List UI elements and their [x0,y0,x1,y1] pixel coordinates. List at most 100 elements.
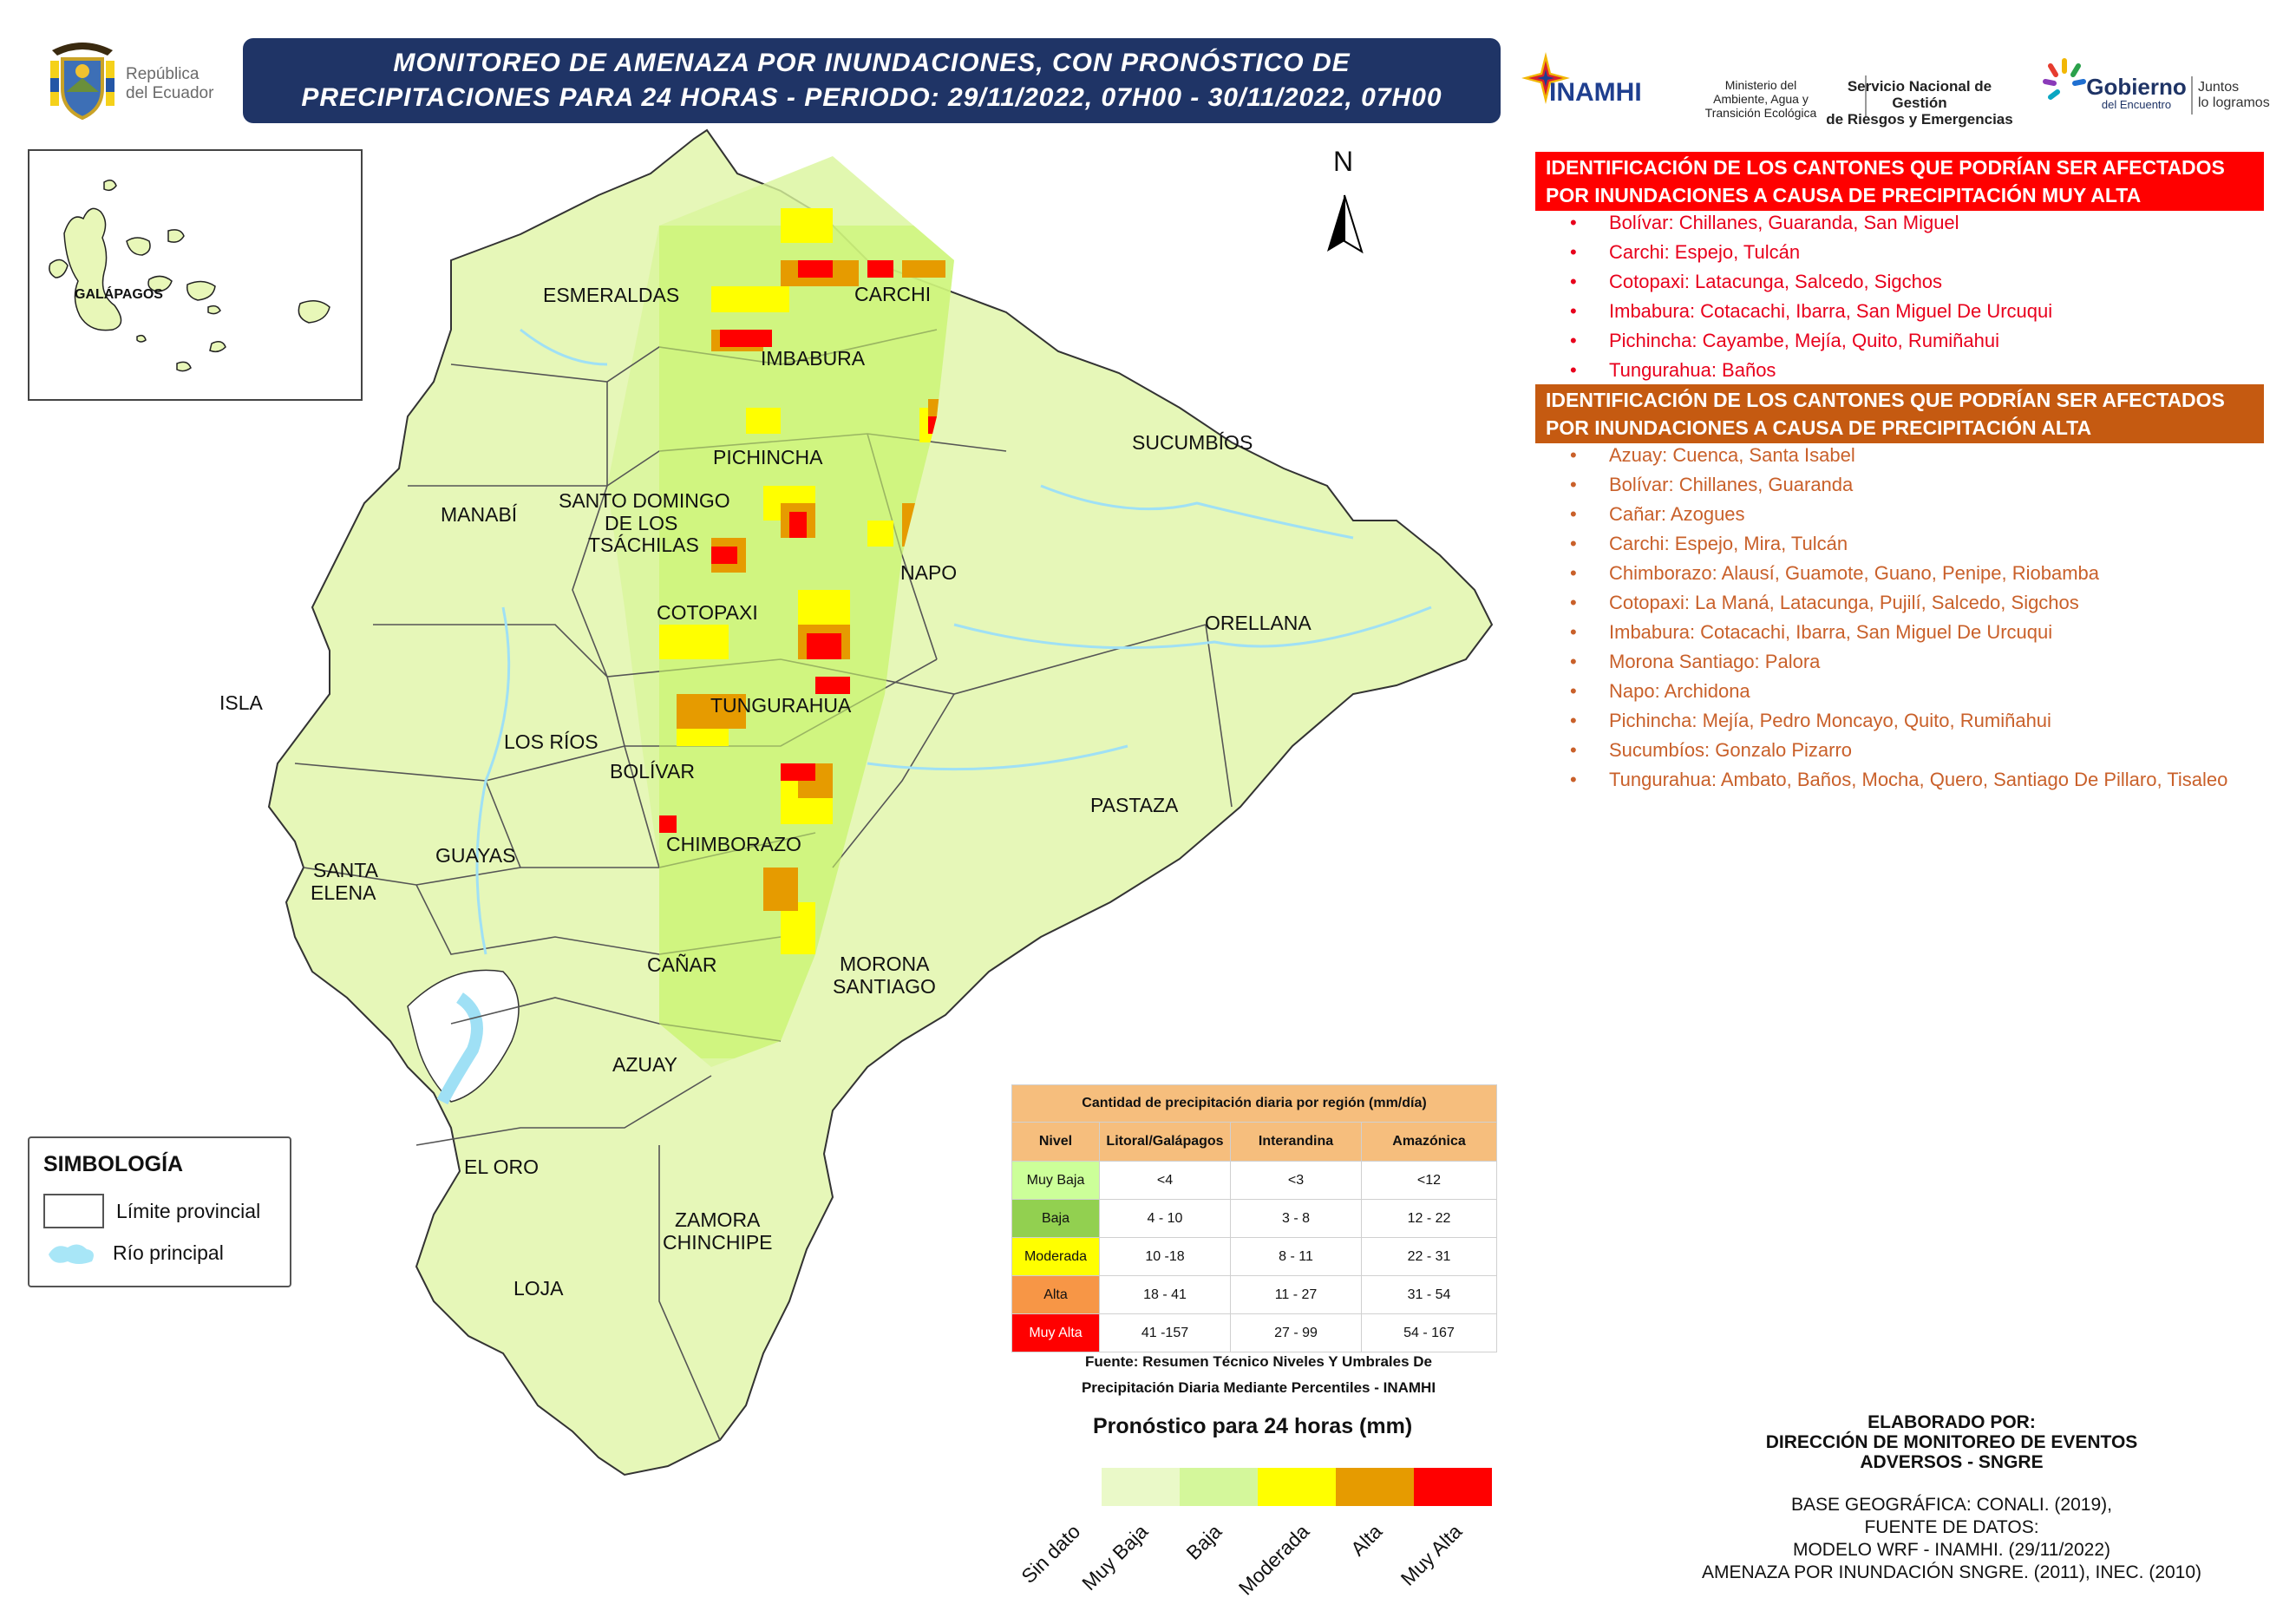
list-item: Pichincha: Cayambe, Mejía, Quito, Rumiña… [1561,326,2052,356]
list-item: Cotopaxi: Latacunga, Salcedo, Sigchos [1561,267,2052,297]
river-label: Río principal [113,1241,224,1264]
north-label: N [1333,146,1354,177]
boundary-label: Límite provincial [116,1199,261,1222]
table-row: Muy Baja <4 <3 <12 [1011,1161,1497,1200]
label-loja: LOJA [513,1277,564,1300]
col-header-interandina: Interandina [1230,1122,1362,1162]
table-cell: 3 - 8 [1230,1199,1362,1238]
legend-main-river: Río principal [43,1237,224,1268]
forecast-legend-title: Pronóstico para 24 horas (mm) [1093,1414,1413,1438]
table-cell: 8 - 11 [1230,1237,1362,1276]
table-row: Alta 18 - 41 11 - 27 31 - 54 [1011,1275,1497,1314]
republica-label: República del Ecuador [126,65,213,103]
juntos-logo: Juntos lo logramos [2198,80,2270,111]
river-swatch-icon [49,1244,94,1264]
list-item: Sucumbíos: Gonzalo Pizarro [1561,736,2227,765]
table-cell: 22 - 31 [1361,1237,1497,1276]
muy-alta-list: Bolívar: Chillanes, Guaranda, San Miguel… [1561,208,2052,385]
label-santo-domingo: SANTO DOMINGO [559,489,730,512]
label-canar: CAÑAR [647,953,717,976]
coat-of-arms-icon [50,43,114,121]
symbology-title: SIMBOLOGÍA [43,1152,184,1176]
ministerio-logo: Ministerio del Ambiente, Agua y Transici… [1674,78,1848,120]
level-cell: Muy Alta [1011,1313,1100,1352]
label-chimborazo: CHIMBORAZO [666,833,801,855]
label-tsachilas: TSÁCHILAS [588,534,699,556]
label-santiago: SANTIAGO [833,975,936,998]
elaborado-line1: ELABORADO POR: [1868,1412,2036,1432]
list-item: Pichincha: Mejía, Pedro Moncayo, Quito, … [1561,706,2227,736]
swatch-muy-alta [1414,1468,1492,1506]
list-item: Imbabura: Cotacachi, Ibarra, San Miguel … [1561,618,2227,647]
ecuador-landmass [267,128,1494,1477]
galapagos-inset: GALÁPAGOS [28,149,363,401]
swatch-alta [1336,1468,1414,1506]
legend-provincial-limit: Límite provincial [43,1194,260,1228]
republica-line1: República [126,65,200,83]
col-header-amazonica: Amazónica [1361,1122,1497,1162]
source-line2: Precipitación Diaria Mediante Percentile… [1081,1379,1436,1396]
list-item: Bolívar: Chillanes, Guaranda, San Miguel [1561,208,2052,238]
list-item: Cotopaxi: La Maná, Latacunga, Pujilí, Sa… [1561,588,2227,618]
label-carchi: CARCHI [854,283,932,305]
title-line1: MONITOREO DE AMENAZA POR INUNDACIONES, C… [393,49,1351,77]
list-item: Tungurahua: Baños [1561,356,2052,385]
table-cell: 41 -157 [1099,1313,1231,1352]
elaborado-line2: DIRECCIÓN DE MONITOREO DE EVENTOS [1765,1432,2138,1452]
list-item: Imbabura: Cotacachi, Ibarra, San Miguel … [1561,297,2052,326]
label-tungurahua: TUNGURAHUA [710,694,852,717]
north-arrow-icon [1327,194,1364,254]
juntos-line2: lo logramos [2198,95,2270,110]
table-row: Moderada 10 -18 8 - 11 22 - 31 [1011,1237,1497,1276]
map-title: MONITOREO DE AMENAZA POR INUNDACIONES, C… [243,38,1501,123]
base-line2: FUENTE DE DATOS: [1864,1517,2039,1537]
label-imbabura: IMBABURA [761,347,866,370]
galapagos-label: GALÁPAGOS [75,287,163,302]
elaborado-line3: ADVERSOS - SNGRE [1860,1452,2044,1472]
label-los-rios: LOS RÍOS [504,730,599,753]
base-fuente: BASE GEOGRÁFICA: CONALI. (2019), FUENTE … [1639,1494,2264,1584]
label-zamora: ZAMORA [675,1208,761,1231]
ministerio-line2: Ambiente, Agua y [1713,92,1809,106]
inamhi-logo-icon [1521,52,1570,104]
table-cell: 18 - 41 [1099,1275,1231,1314]
gulf-water [407,969,520,1103]
level-cell: Moderada [1011,1237,1100,1276]
republica-line2: del Ecuador [126,84,214,102]
table-cell: 10 -18 [1099,1237,1231,1276]
juntos-line1: Juntos [2198,80,2240,95]
label-guayas: GUAYAS [435,844,516,867]
label-esmeraldas: ESMERALDAS [543,284,680,306]
label-orellana: ORELLANA [1205,612,1312,634]
alta-heading: IDENTIFICACIÓN DE LOS CANTONES QUE PODRÍ… [1535,384,2264,443]
label-sucumbios: SUCUMBÍOS [1132,431,1253,454]
logo-divider [1865,75,1867,117]
gobierno-logo-icon [2043,58,2086,100]
table-cell: 27 - 99 [1230,1313,1362,1352]
elaborado-por: ELABORADO POR: DIRECCIÓN DE MONITOREO DE… [1639,1412,2264,1472]
col-header-nivel: Nivel [1011,1122,1100,1162]
threshold-table: Cantidad de precipitación diaria por reg… [1011,1084,1497,1352]
label-chinchipe: CHINCHIPE [663,1231,773,1254]
table-cell: <12 [1361,1161,1497,1200]
table-cell: 11 - 27 [1230,1275,1362,1314]
sngre-line1: Servicio Nacional de Gestión [1847,78,1992,111]
label-napo: NAPO [900,561,958,584]
table-row: Baja 4 - 10 3 - 8 12 - 22 [1011,1199,1497,1238]
list-item: Cañar: Azogues [1561,500,2227,529]
list-item: Napo: Archidona [1561,677,2227,706]
table-cell: 12 - 22 [1361,1199,1497,1238]
list-item: Bolívar: Chillanes, Guaranda [1561,470,2227,500]
label-azuay: AZUAY [612,1053,677,1076]
level-cell: Muy Baja [1011,1161,1100,1200]
swatch-muy-baja [1180,1468,1258,1506]
label-de-los: DE LOS [605,512,678,534]
list-item: Carchi: Espejo, Tulcán [1561,238,2052,267]
col-header-litoral: Litoral/Galápagos [1099,1122,1231,1162]
list-item: Tungurahua: Ambato, Baños, Mocha, Quero,… [1561,765,2227,795]
sngre-logo: Servicio Nacional de Gestión de Riesgos … [1820,78,2019,128]
label-morona: MORONA [840,953,930,975]
table-cell: <4 [1099,1161,1231,1200]
ministerio-line3: Transición Ecológica [1704,106,1817,120]
